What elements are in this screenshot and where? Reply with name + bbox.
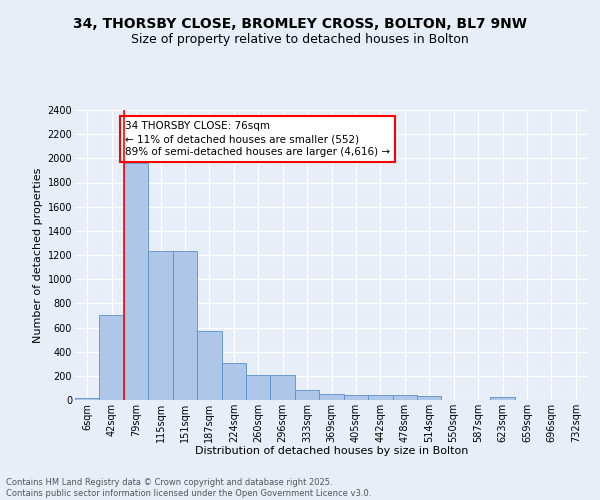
Bar	[368, 395, 392, 400]
Text: Contains HM Land Registry data © Crown copyright and database right 2025.
Contai: Contains HM Land Registry data © Crown c…	[6, 478, 371, 498]
Bar	[417, 396, 442, 400]
Text: 34 THORSBY CLOSE: 76sqm
← 11% of detached houses are smaller (552)
89% of semi-d: 34 THORSBY CLOSE: 76sqm ← 11% of detache…	[125, 121, 390, 158]
Bar	[490, 397, 515, 400]
Bar	[100, 316, 124, 400]
Bar	[124, 163, 148, 400]
Text: Size of property relative to detached houses in Bolton: Size of property relative to detached ho…	[131, 32, 469, 46]
Bar	[392, 395, 417, 400]
Bar	[173, 251, 197, 400]
Bar	[197, 330, 221, 400]
Bar	[246, 375, 271, 400]
Bar	[295, 390, 319, 400]
Bar	[75, 398, 100, 400]
Bar	[148, 251, 173, 400]
Bar	[271, 375, 295, 400]
Bar	[221, 363, 246, 400]
Text: 34, THORSBY CLOSE, BROMLEY CROSS, BOLTON, BL7 9NW: 34, THORSBY CLOSE, BROMLEY CROSS, BOLTON…	[73, 18, 527, 32]
Bar	[319, 394, 344, 400]
Bar	[344, 395, 368, 400]
X-axis label: Distribution of detached houses by size in Bolton: Distribution of detached houses by size …	[195, 446, 468, 456]
Y-axis label: Number of detached properties: Number of detached properties	[34, 168, 43, 342]
